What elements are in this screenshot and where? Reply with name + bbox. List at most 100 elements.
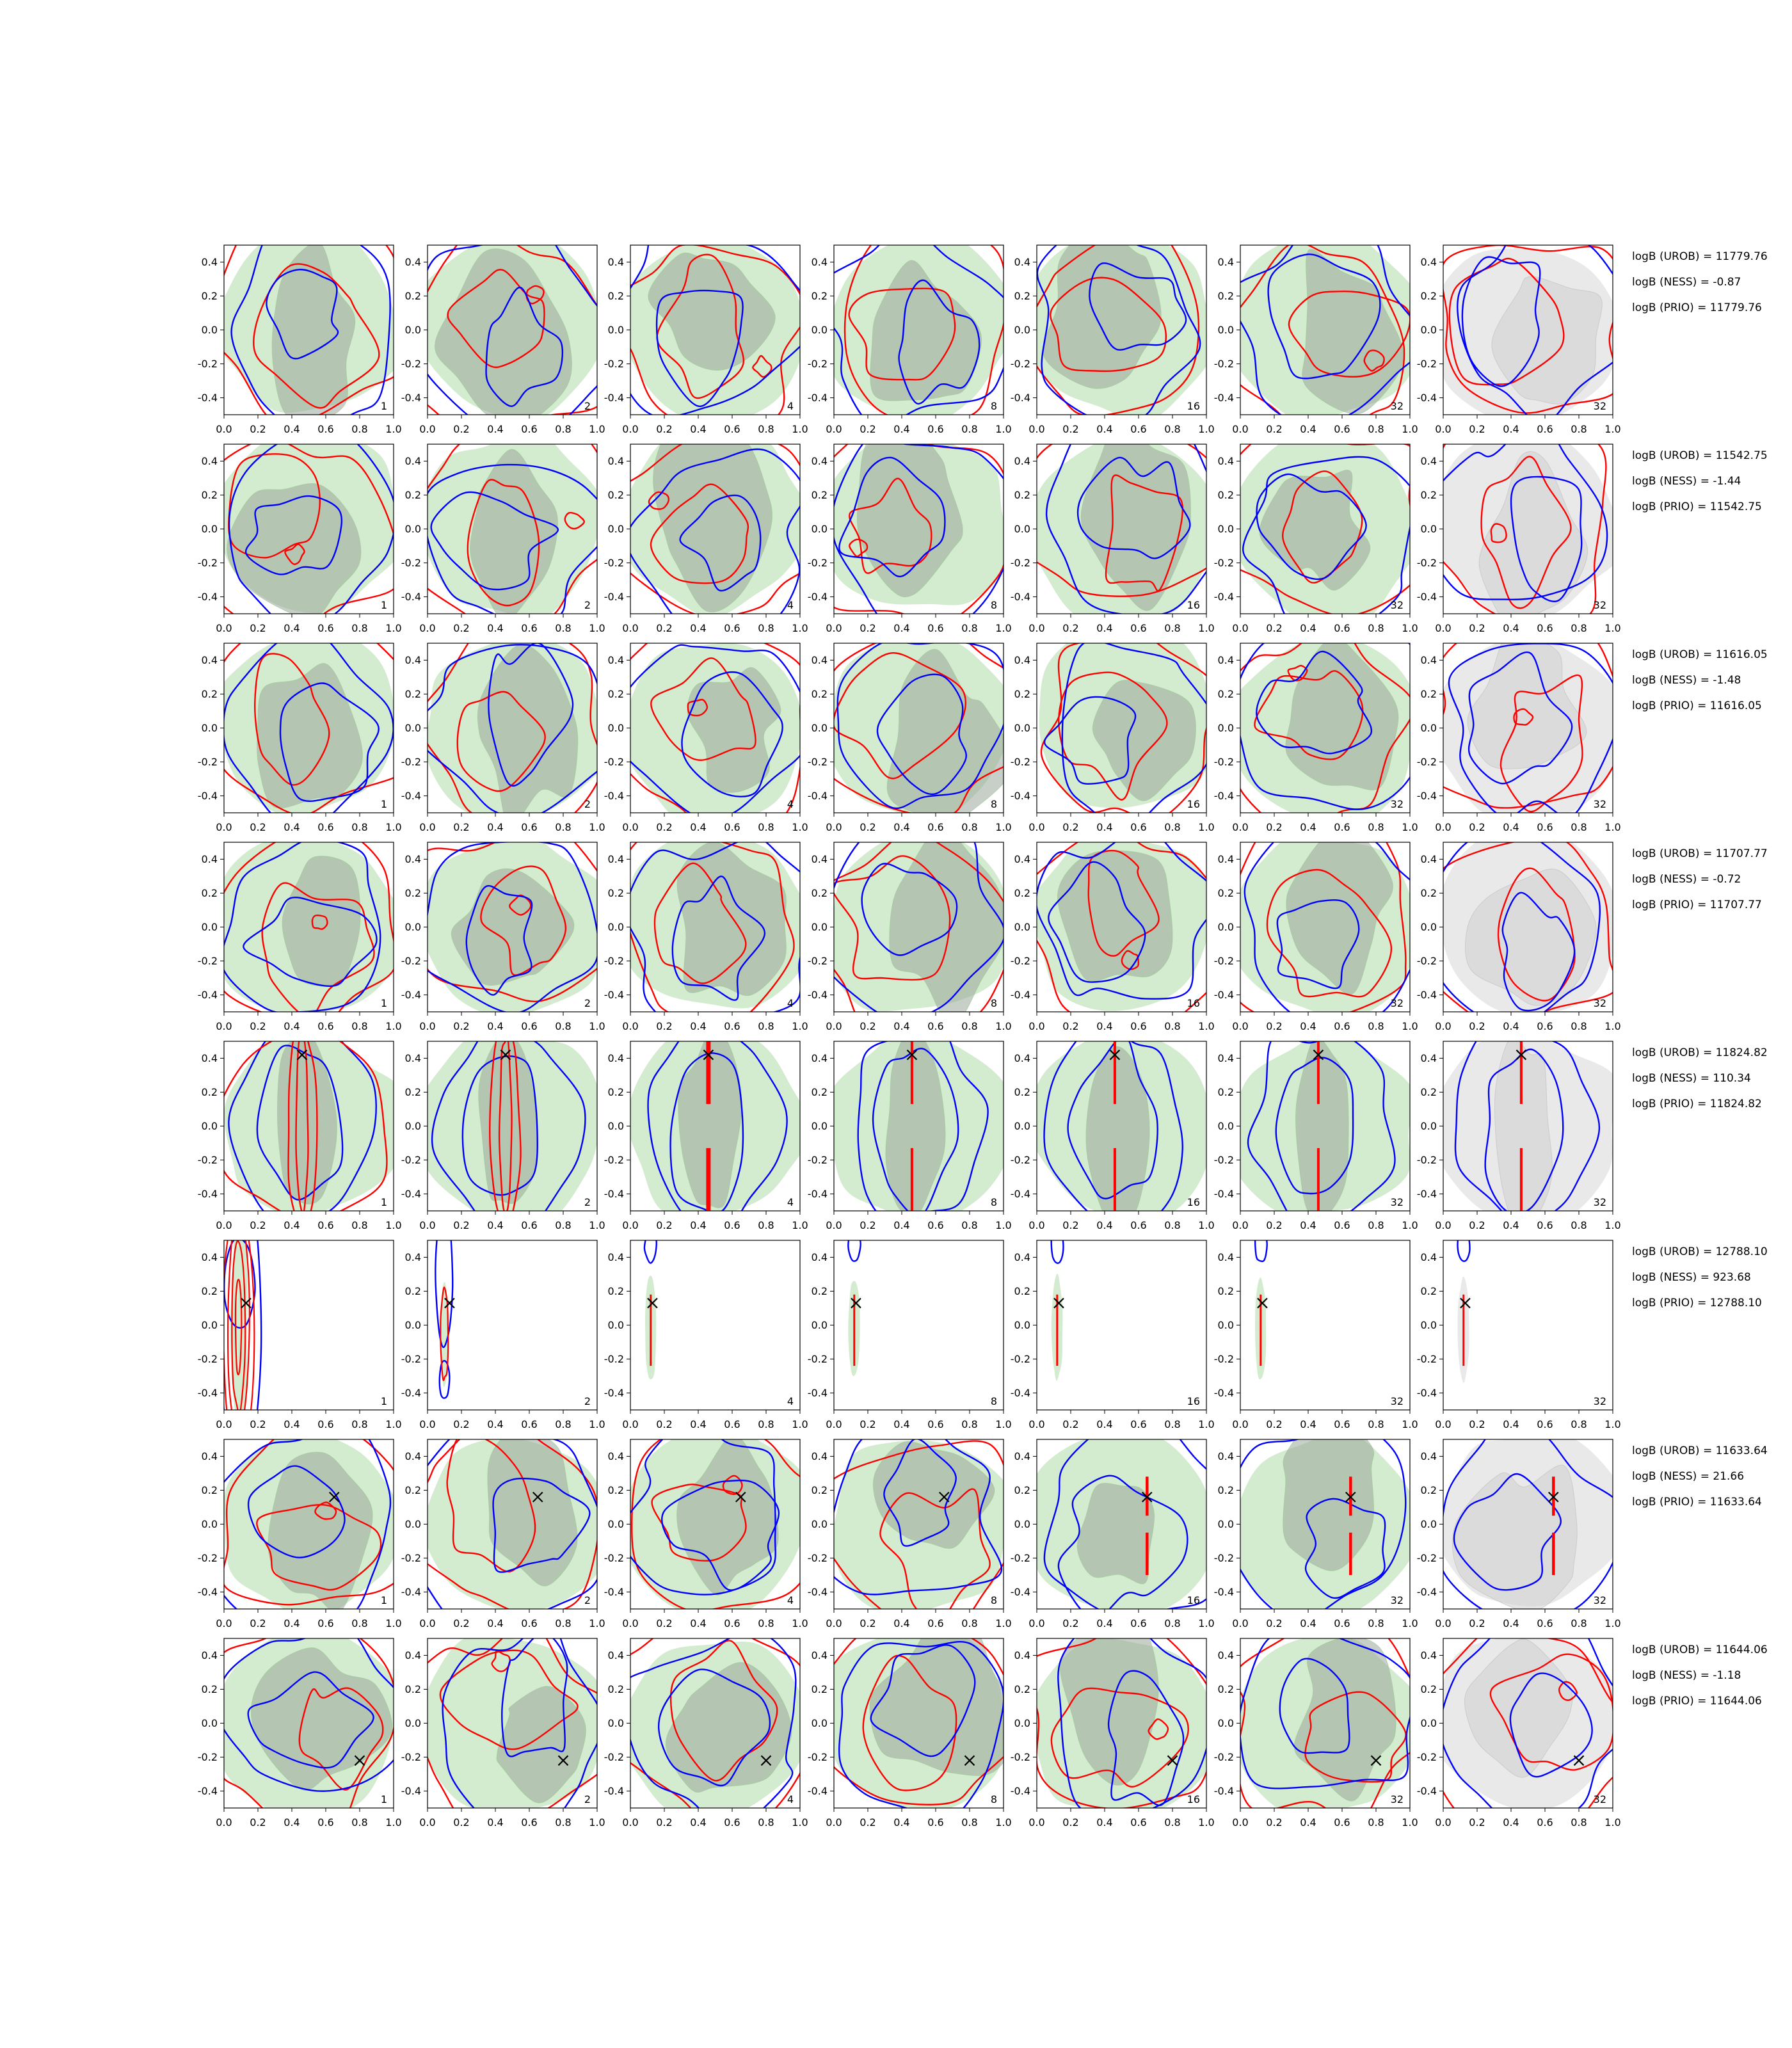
y-tick-label: -0.2 [1417,1154,1437,1166]
plot-background [1240,1240,1410,1410]
contour-path [256,1503,382,1591]
y-tick-label: -0.4 [1011,1188,1030,1200]
contour-path [256,1044,344,1201]
x-tick-label: 1.0 [792,1020,808,1032]
y-tick-label: 0.4 [811,654,827,666]
contour-plot-area [224,842,394,1012]
contour-plot-area [630,245,800,415]
contour-path [243,897,378,988]
y-tick-label: -0.2 [1213,1552,1233,1564]
contour-path [857,1041,989,1211]
x-tick-label: 0.4 [893,423,909,435]
panel-ensemble-label: 16 [1187,798,1200,810]
x-tick-label: 0.4 [1503,821,1519,833]
y-tick-label: 0.2 [1421,290,1437,302]
y-tick-label: -0.4 [401,392,420,404]
logb-annotation-line: logB (NESS) = -0.87 [1632,276,1741,289]
contour-panel-r2c1: 0.0 0.2 0.4 0.6 0.8 1.0 0.4 0.2 0.0 -0.2 -0.4 1 [198,444,402,634]
contour-path [441,1638,597,1808]
contour-path [247,1465,346,1558]
y-tick-label: 0.2 [1217,489,1233,501]
contour-path [427,444,597,614]
y-tick-label: 0.4 [1217,1649,1233,1661]
panel-ensemble-label: 8 [990,1793,996,1805]
y-tick-label: 0.2 [811,887,827,899]
contour-panel-r3c2: 0.0 0.2 0.4 0.6 0.8 1.0 0.4 0.2 0.0 -0.2 -0.4 2 [401,643,605,833]
y-tick-label: 0.4 [608,1649,624,1661]
contour-path [247,1671,374,1769]
contour-path [465,885,532,996]
panel-ensemble-label: 8 [990,1395,996,1407]
x-tick-label: 0.2 [1469,423,1485,435]
x-tick-label: 0.0 [216,1418,232,1430]
x-tick-label: 0.2 [1062,1020,1078,1032]
x-tick-label: 0.0 [826,1219,842,1231]
y-tick-label: 0.2 [608,1285,624,1297]
panel-ensemble-label: 32 [1594,798,1606,810]
x-tick-label: 0.0 [1435,1418,1451,1430]
y-tick-label: 0.0 [811,1518,827,1530]
x-tick-label: 0.6 [1130,1617,1146,1629]
y-tick-label: 0.2 [1014,1683,1030,1695]
contour-path [1087,849,1160,957]
x-tick-label: 0.2 [453,1020,469,1032]
contour-path [231,1240,246,1410]
x-tick-label: 0.0 [1028,1418,1044,1430]
contour-panel-r4c6: 0.0 0.2 0.4 0.6 0.8 1.0 0.4 0.2 0.0 -0.2 -0.4 32 [1213,842,1418,1032]
logb-annotation-line: logB (PRIO) = 11644.06 [1632,1695,1762,1708]
x-tick-label: 1.0 [995,423,1011,435]
x-tick-label: 0.2 [453,1617,469,1629]
x-tick-label: 0.2 [860,622,876,634]
x-tick-label: 0.2 [250,821,266,833]
y-tick-label: -0.2 [198,358,218,370]
contour-path [651,1484,747,1562]
y-tick-label: -0.4 [1011,1586,1030,1598]
y-tick-label: 0.2 [202,1683,218,1695]
contour-path [1453,1473,1562,1591]
panel-ensemble-label: 2 [584,599,590,611]
density-fill-inner [257,663,363,808]
contour-plot-area [1443,1240,1613,1410]
contour-path [298,1687,384,1791]
x-tick-label: 1.0 [995,1617,1011,1629]
contour-plot-area [1037,1041,1206,1211]
y-tick-label: 0.0 [1217,523,1233,535]
contour-path [224,842,381,1012]
x-tick-label: 0.2 [860,1816,876,1828]
contour-plot-area [833,1638,1004,1808]
x-tick-label: 0.6 [724,1418,740,1430]
y-tick-label: -0.2 [1417,756,1437,768]
y-tick-label: 0.0 [811,722,827,734]
logb-annotation-line: logB (UROB) = 11707.77 [1632,847,1768,860]
y-tick-label: -0.2 [1417,1751,1437,1763]
x-tick-label: 0.8 [351,1418,367,1430]
x-tick-label: 0.6 [317,423,333,435]
x-tick-label: 0.0 [216,1020,232,1032]
y-tick-label: -0.4 [1417,790,1437,802]
x-tick-label: 0.0 [1435,821,1451,833]
y-tick-label: 0.4 [1421,1251,1437,1263]
x-tick-label: 0.8 [555,1020,571,1032]
y-tick-label: 0.0 [608,324,624,336]
y-tick-label: 0.2 [608,290,624,302]
x-tick-label: 0.6 [1334,1219,1350,1231]
contour-plot-area [1443,444,1613,614]
x-tick-label: 0.8 [1368,1020,1384,1032]
x-tick-label: 0.8 [351,821,367,833]
contour-panel-r7c6: 0.0 0.2 0.4 0.6 0.8 1.0 0.4 0.2 0.0 -0.2 -0.4 32 [1213,1439,1418,1629]
x-tick-label: 0.0 [622,821,638,833]
y-tick-label: -0.4 [401,1387,420,1399]
x-tick-label: 0.2 [1469,821,1485,833]
contour-path [669,1052,744,1211]
contour-panel-r6c7: 0.0 0.2 0.4 0.6 0.8 1.0 0.4 0.2 0.0 -0.2 -0.4 32 [1417,1240,1621,1430]
x-tick-label: 1.0 [1198,1816,1214,1828]
x-tick-label: 0.4 [1503,1418,1519,1430]
density-fill-inner [884,1041,945,1211]
panel-ensemble-label: 32 [1390,1196,1403,1208]
contour-plot-area [630,1439,800,1609]
y-tick-label: 0.2 [404,1683,420,1695]
y-tick-label: 0.2 [1217,688,1233,700]
x-tick-label: 0.6 [927,821,943,833]
x-marker-icon [500,1049,511,1060]
x-tick-label: 0.6 [1130,1418,1146,1430]
